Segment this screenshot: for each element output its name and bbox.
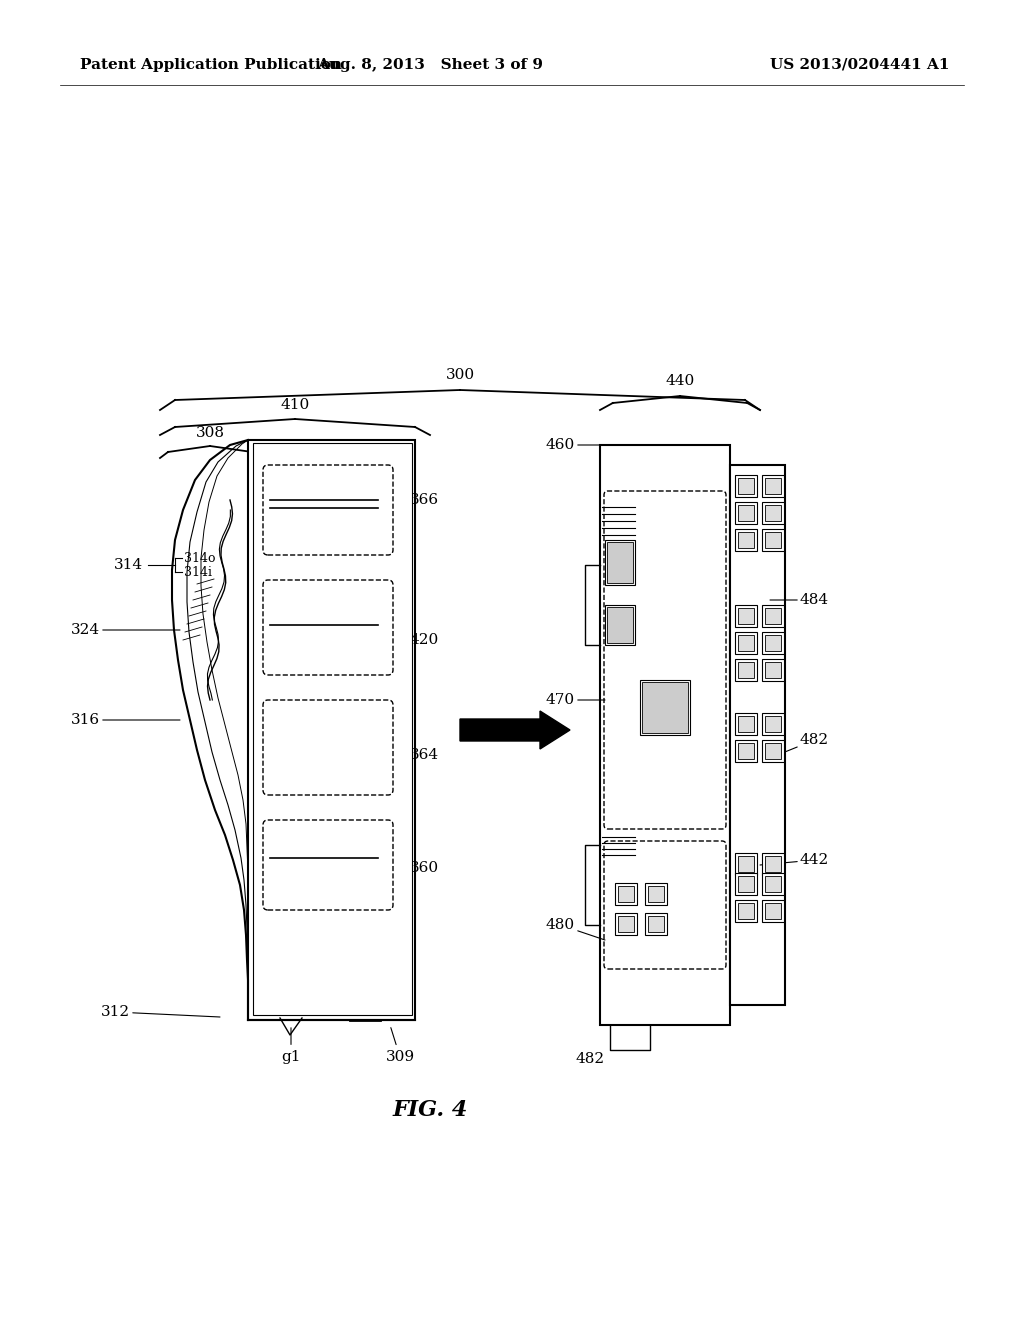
Text: 484: 484 xyxy=(770,593,829,607)
Text: 308: 308 xyxy=(196,426,224,440)
Bar xyxy=(735,873,757,895)
Bar xyxy=(648,916,664,932)
Bar xyxy=(735,713,757,735)
Bar xyxy=(762,741,784,762)
Bar xyxy=(645,913,667,935)
Bar xyxy=(738,478,754,494)
Bar xyxy=(762,853,784,875)
Bar xyxy=(765,635,780,651)
Bar xyxy=(607,543,633,583)
Bar xyxy=(762,605,784,627)
Text: 316: 316 xyxy=(71,713,180,727)
Bar xyxy=(735,632,757,653)
Bar xyxy=(765,532,780,548)
Text: 410: 410 xyxy=(281,399,309,412)
Text: g1: g1 xyxy=(282,1028,301,1064)
Text: 460: 460 xyxy=(546,438,605,451)
Text: US 2013/0204441 A1: US 2013/0204441 A1 xyxy=(770,58,950,73)
Bar xyxy=(248,440,415,1020)
Bar xyxy=(735,741,757,762)
Text: 309: 309 xyxy=(385,1028,415,1064)
Bar xyxy=(735,659,757,681)
Bar xyxy=(765,663,780,677)
Bar xyxy=(765,506,780,520)
Bar xyxy=(730,465,785,1005)
Bar xyxy=(765,743,780,759)
Bar xyxy=(762,475,784,498)
Bar xyxy=(735,900,757,921)
Text: 314: 314 xyxy=(114,558,143,572)
Bar xyxy=(765,876,780,892)
Bar xyxy=(765,857,780,871)
Text: 300: 300 xyxy=(445,368,474,381)
Bar xyxy=(738,903,754,919)
Bar xyxy=(762,713,784,735)
Text: 482: 482 xyxy=(575,1052,604,1067)
Bar xyxy=(762,502,784,524)
Bar xyxy=(607,607,633,643)
Bar xyxy=(615,883,637,906)
Text: 360: 360 xyxy=(385,861,439,875)
Text: 442: 442 xyxy=(760,853,829,867)
Bar xyxy=(738,609,754,624)
Text: 312: 312 xyxy=(101,1005,220,1019)
Text: 440: 440 xyxy=(666,374,694,388)
Bar xyxy=(735,853,757,875)
Bar xyxy=(642,682,688,733)
Bar xyxy=(735,605,757,627)
Bar xyxy=(762,529,784,550)
Bar xyxy=(765,609,780,624)
Text: 366: 366 xyxy=(385,492,439,510)
Text: 324: 324 xyxy=(71,623,180,638)
Bar xyxy=(645,883,667,906)
Text: Patent Application Publication: Patent Application Publication xyxy=(80,58,342,73)
Bar xyxy=(738,532,754,548)
Bar xyxy=(738,857,754,871)
Text: 480: 480 xyxy=(546,917,605,940)
Bar xyxy=(738,663,754,677)
Bar xyxy=(735,529,757,550)
Bar xyxy=(600,445,730,1026)
Bar xyxy=(648,886,664,902)
Bar xyxy=(253,444,412,1015)
Bar xyxy=(735,475,757,498)
Bar xyxy=(762,900,784,921)
Bar xyxy=(765,478,780,494)
Bar xyxy=(618,916,634,932)
Text: 482: 482 xyxy=(765,733,829,760)
Text: 314i: 314i xyxy=(184,565,212,578)
Text: FIG. 4: FIG. 4 xyxy=(392,1100,468,1121)
Bar xyxy=(738,876,754,892)
Bar xyxy=(762,632,784,653)
Bar xyxy=(615,913,637,935)
Bar xyxy=(765,717,780,731)
Text: 364: 364 xyxy=(385,748,439,762)
Bar xyxy=(738,743,754,759)
Text: 314o: 314o xyxy=(184,552,215,565)
Bar xyxy=(735,502,757,524)
Text: 470: 470 xyxy=(546,693,605,708)
Bar xyxy=(605,605,635,645)
Bar xyxy=(765,903,780,919)
Bar xyxy=(738,506,754,520)
Text: 420: 420 xyxy=(385,628,439,647)
Bar xyxy=(605,540,635,585)
Bar xyxy=(640,680,690,735)
Bar xyxy=(762,659,784,681)
Bar xyxy=(738,717,754,731)
FancyArrow shape xyxy=(460,711,570,748)
Bar xyxy=(762,873,784,895)
Text: Aug. 8, 2013   Sheet 3 of 9: Aug. 8, 2013 Sheet 3 of 9 xyxy=(317,58,543,73)
Bar xyxy=(618,886,634,902)
Bar xyxy=(738,635,754,651)
